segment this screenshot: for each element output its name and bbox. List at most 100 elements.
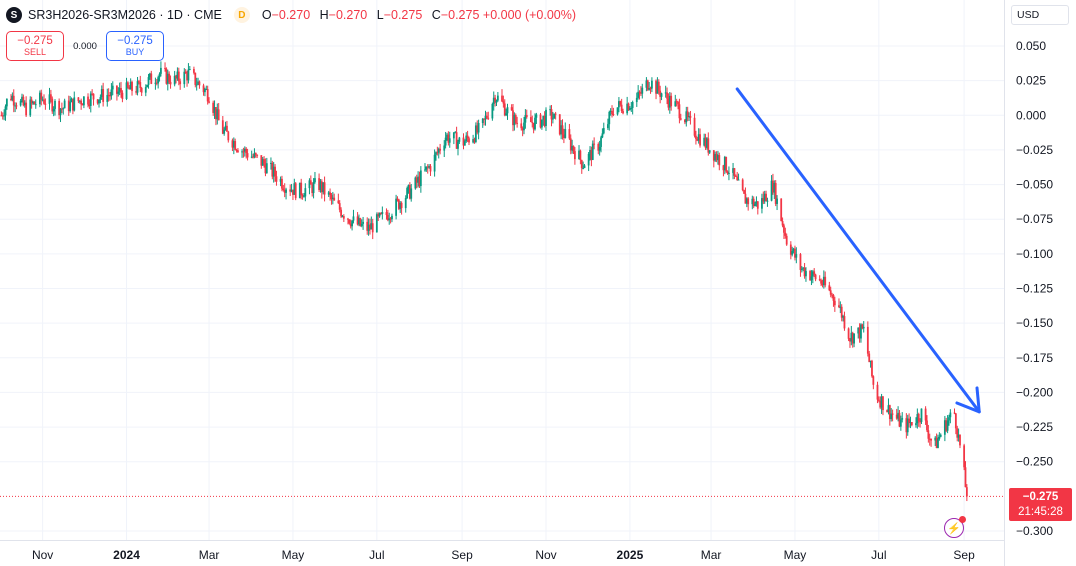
symbol-title[interactable]: SR3H2026-SR3M2026 · 1D · CME — [28, 8, 222, 22]
y-tick-label: −0.050 — [1016, 178, 1053, 192]
candle-down — [622, 111, 624, 114]
candle-down — [127, 82, 129, 88]
candle-down — [512, 110, 514, 126]
y-tick-label: −0.300 — [1016, 524, 1053, 538]
candle-down — [840, 306, 843, 318]
candle-up — [860, 324, 862, 339]
candle-up — [187, 69, 190, 81]
candle-down — [569, 138, 572, 151]
candle-up — [648, 88, 651, 90]
candle-up — [424, 169, 426, 171]
x-tick-label: Nov — [32, 548, 53, 562]
candle-down — [693, 117, 696, 136]
candle-down — [396, 198, 399, 200]
candle-down — [40, 92, 43, 100]
candle-down — [155, 82, 158, 84]
candle-up — [452, 132, 455, 139]
candle-down — [447, 134, 450, 143]
candle-down — [910, 421, 913, 426]
candle-down — [516, 122, 519, 124]
candle-up — [668, 95, 671, 108]
candle-up — [414, 177, 417, 189]
candle-down — [781, 221, 784, 226]
candle-up — [32, 101, 34, 104]
candle-up — [407, 185, 410, 189]
candle-down — [206, 89, 209, 102]
candle-down — [33, 101, 36, 105]
buy-button[interactable]: −0.275 BUY — [106, 31, 164, 61]
trade-panel: −0.275 SELL 0.000 −0.275 BUY — [6, 31, 164, 61]
candle-down — [712, 150, 715, 161]
x-tick-label: Nov — [535, 548, 556, 562]
candle-up — [495, 100, 498, 103]
data-delay-icon[interactable]: D — [233, 7, 250, 23]
candle-down — [677, 102, 679, 105]
candle-up — [674, 101, 677, 107]
candle-up — [183, 71, 186, 85]
candle-up — [609, 110, 612, 112]
candle-down — [121, 92, 124, 99]
alert-bolt-icon[interactable]: ⚡ — [944, 516, 966, 538]
candle-up — [448, 138, 451, 143]
candle-down — [849, 338, 851, 342]
candle-down — [473, 139, 476, 142]
candle-down — [77, 97, 80, 102]
candle-up — [800, 268, 803, 270]
candle-up — [381, 212, 384, 214]
candle-up — [909, 421, 912, 424]
candle-down — [686, 111, 689, 118]
trend-arrow-head[interactable] — [955, 386, 981, 414]
candle-up — [776, 198, 778, 204]
candle-up — [261, 159, 264, 166]
candle-up — [880, 396, 883, 408]
candle-down — [930, 438, 933, 441]
candle-up — [223, 129, 226, 134]
high-label: H — [319, 8, 329, 22]
sell-button[interactable]: −0.275 SELL — [6, 31, 64, 61]
candle-down — [140, 88, 143, 93]
candle-down — [186, 73, 188, 81]
candle-down — [349, 223, 352, 227]
candle-up — [664, 92, 667, 94]
candle-up — [23, 102, 26, 106]
candle-down — [289, 189, 292, 192]
candle-down — [799, 254, 802, 270]
candle-down — [215, 107, 217, 120]
candle-down — [704, 137, 707, 148]
candle-down — [882, 396, 884, 411]
candle-down — [168, 73, 171, 82]
y-tick-label: −0.125 — [1016, 282, 1053, 296]
candle-up — [70, 98, 73, 103]
candle-down — [217, 109, 220, 121]
candle-up — [89, 93, 92, 106]
candle-down — [347, 218, 349, 220]
candle-up — [582, 168, 585, 170]
currency-selector[interactable]: USD — [1011, 5, 1069, 25]
candle-up — [792, 248, 795, 252]
candle-down — [58, 100, 61, 116]
candle-down — [531, 122, 534, 124]
candle-up — [243, 148, 246, 152]
candle-up — [272, 166, 275, 177]
symbol-icon[interactable]: S — [6, 7, 22, 23]
candle-down — [525, 114, 528, 118]
candle-down — [494, 97, 497, 103]
candle-up — [38, 92, 41, 105]
candle-down — [818, 279, 821, 281]
x-tick-label: Sep — [451, 548, 473, 562]
candle-down — [87, 96, 89, 105]
trend-arrow-line[interactable] — [735, 87, 981, 414]
candle-up — [571, 145, 574, 151]
candle-down — [43, 99, 45, 104]
candle-down — [208, 101, 210, 103]
candle-up — [766, 200, 769, 202]
candle-down — [264, 163, 267, 174]
candle-down — [646, 80, 649, 90]
candle-down — [520, 123, 523, 129]
close-value: −0.275 — [440, 8, 480, 22]
candle-down — [88, 104, 91, 106]
candle-down — [699, 134, 701, 146]
y-tick-label: −0.250 — [1016, 455, 1053, 469]
candle-up — [444, 137, 447, 146]
